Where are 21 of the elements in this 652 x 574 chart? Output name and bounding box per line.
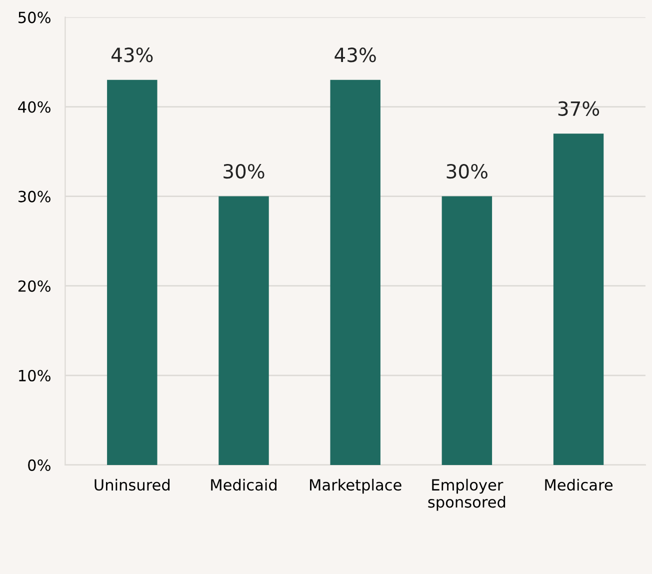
x-tick-label: Uninsured [94,478,170,491]
y-tick-label: 10% [19,370,50,382]
x-tick-label: Medicaid [211,478,276,491]
y-tick-label: 50% [18,12,50,24]
bar [330,80,380,465]
text: 30% [446,164,488,179]
x-tick-label: Marketplace [310,478,402,494]
y-tick-label: 30% [18,190,50,202]
y-tick-label: 20% [18,280,50,292]
text: 30% [224,164,264,179]
bar [442,196,492,465]
text: 43% [334,48,376,62]
x-tick-label: Employer sponsored [428,478,506,511]
y-tick-label: 40% [18,101,50,113]
bar [218,196,269,465]
y-tick-label: 0% [28,459,50,471]
x-tick-label: Medicare [545,478,613,491]
bar [107,80,158,465]
bar [553,134,604,465]
text: 37% [558,101,600,116]
text: 43% [111,48,153,62]
